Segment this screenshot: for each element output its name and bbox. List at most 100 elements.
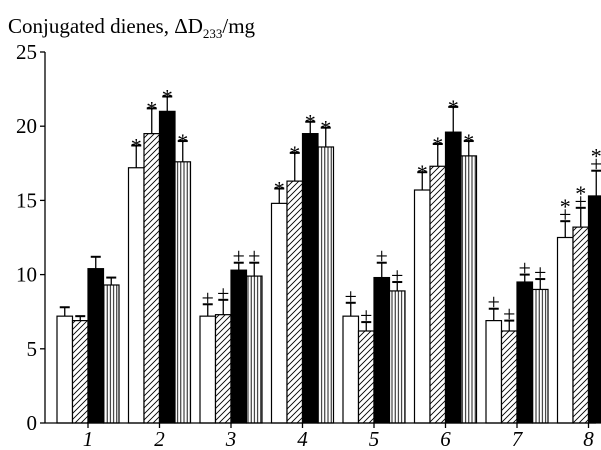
bar [342, 315, 360, 424]
y-tick-label: 0 [27, 411, 38, 435]
error-bar [75, 315, 86, 321]
bar [587, 195, 601, 424]
bar [317, 146, 335, 424]
error-bar [575, 206, 586, 228]
error-bar [345, 301, 356, 317]
y-tick-label: 20 [16, 114, 37, 138]
significance-plus: + [488, 290, 500, 315]
significance-asterisk: * [463, 129, 474, 154]
bar [429, 165, 447, 424]
significance-asterisk: * [274, 177, 285, 202]
bar [174, 161, 192, 424]
error-bar [289, 151, 300, 182]
bar [270, 202, 288, 424]
significance-asterisk: * [289, 141, 300, 166]
y-tick-label: 15 [16, 188, 37, 212]
bar [485, 320, 503, 424]
error-bar [560, 220, 571, 238]
error-bar [202, 303, 213, 317]
bar [531, 288, 549, 424]
bar [127, 167, 145, 424]
error-bar [361, 321, 372, 331]
error-bar [305, 120, 316, 134]
x-axis-categories: 1 2 3 4 5 6 7 8 [83, 423, 594, 450]
significance-plus: + [376, 244, 388, 269]
error-bar [90, 255, 101, 269]
bar [373, 276, 391, 424]
error-bar [488, 307, 499, 321]
bar [214, 314, 232, 424]
significance-asterisk: * [575, 181, 586, 206]
significance-plus: + [391, 263, 403, 288]
bar-series [56, 110, 601, 424]
significance-plus: + [202, 285, 214, 310]
error-bar [504, 319, 515, 331]
bar [516, 281, 534, 424]
significance-asterisk: * [146, 96, 157, 121]
significance-plus: + [519, 256, 531, 281]
bar [500, 330, 518, 424]
bar [460, 155, 478, 424]
significance-plus: + [590, 152, 601, 177]
x-tick-label: 8 [583, 427, 594, 450]
error-bar [162, 95, 173, 112]
bar [143, 133, 161, 424]
significance-asterisk: * [162, 85, 173, 110]
x-tick-label: 2 [154, 427, 165, 450]
error-bars [59, 95, 601, 331]
x-tick-label: 6 [440, 427, 451, 450]
error-bar [376, 261, 387, 278]
error-bar [146, 107, 157, 134]
significance-plus: + [345, 284, 357, 309]
significance-plus: + [534, 260, 546, 285]
significance-asterisk: * [305, 110, 316, 135]
y-tick-label: 10 [16, 263, 37, 287]
significance-asterisk: * [432, 132, 443, 157]
error-bar [274, 187, 285, 204]
bar [444, 131, 462, 424]
y-tick-label: 5 [27, 337, 38, 361]
error-bar [218, 298, 229, 315]
error-bar [448, 105, 459, 133]
bar [301, 133, 319, 424]
bar [286, 180, 304, 424]
bar [388, 290, 406, 424]
bar [357, 330, 375, 424]
significance-plus: + [217, 281, 229, 306]
significance-asterisk: * [560, 194, 571, 219]
error-bar [392, 281, 403, 291]
significance-plus: + [248, 244, 260, 269]
bar [87, 268, 105, 424]
significance-asterisk: * [131, 133, 142, 158]
bar [245, 275, 263, 424]
error-bar [233, 261, 244, 271]
significance-plus: + [233, 244, 245, 269]
y-axis-ticks: 0 5 10 15 20 25 [16, 40, 45, 435]
error-bar [106, 276, 117, 285]
significance-asterisk: * [320, 116, 331, 141]
bar [413, 189, 431, 424]
bar [199, 315, 217, 424]
bar [556, 236, 574, 424]
error-bar [535, 278, 546, 290]
significance-plus: + [559, 202, 571, 227]
significance-asterisk: * [417, 160, 428, 185]
error-bar [432, 143, 443, 167]
x-tick-label: 5 [369, 427, 380, 450]
y-axis-label: Conjugated dienes, ΔD233/mg [8, 14, 256, 41]
error-bar [519, 273, 530, 283]
error-bar [249, 261, 260, 277]
error-bar [131, 144, 142, 168]
significance-plus: + [575, 189, 587, 214]
error-bar [463, 140, 474, 156]
x-tick-label: 7 [512, 427, 524, 450]
bar [230, 269, 248, 424]
significance-plus: + [360, 303, 372, 328]
error-bar [591, 169, 601, 196]
bar [102, 284, 120, 424]
significance-asterisk: * [448, 95, 459, 120]
error-bar [417, 171, 428, 191]
significance-plus: + [503, 302, 515, 327]
x-tick-label: 4 [297, 427, 308, 450]
